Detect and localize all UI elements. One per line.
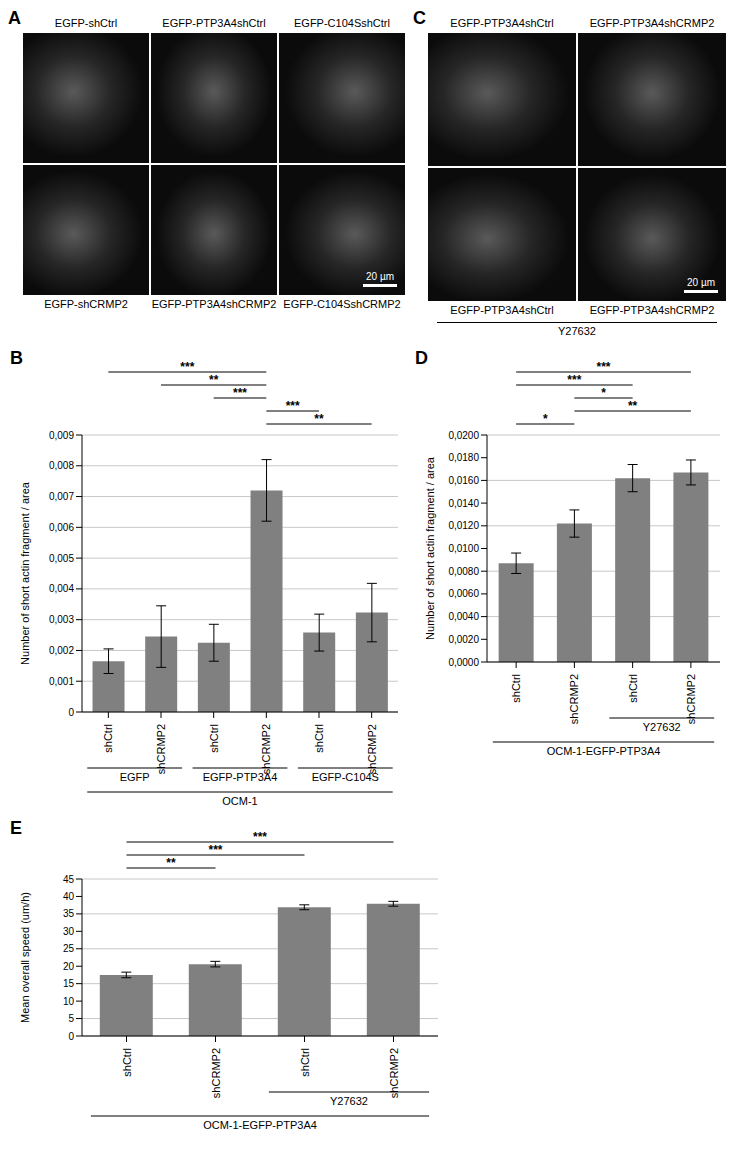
html-text:EGFP-shCRMP2: EGFP-shCRMP2 [44,298,128,310]
svg-text:***: *** [567,373,581,387]
html-text:EGFP-PTP3A4shCtrl: EGFP-PTP3A4shCtrl [450,304,554,316]
svg-text:shCtrl: shCtrl [627,674,639,703]
svg-text:shCtrl: shCtrl [208,724,220,753]
html-text:EGFP-C104SshCtrl: EGFP-C104SshCtrl [294,17,390,29]
svg-text:10: 10 [63,996,75,1007]
svg-text:E: E [10,818,22,838]
svg-text:shCtrl: shCtrl [299,1048,311,1077]
html-text:A: A [8,8,21,28]
svg-text:0,0040: 0,0040 [448,611,479,622]
svg-text:**: ** [314,412,324,426]
svg-text:0: 0 [68,707,74,718]
svg-text:**: ** [209,373,219,387]
svg-text:Mean overall speed (um/h): Mean overall speed (um/h) [19,892,31,1023]
svg-text:Y27632: Y27632 [643,721,681,733]
svg-text:shCRMP2: shCRMP2 [685,674,697,724]
svg-text:EGFP: EGFP [120,771,150,783]
svg-text:Number of short actin fragment: Number of short actin fragment / area [19,481,31,665]
svg-text:0,0100: 0,0100 [448,543,479,554]
html-text:EGFP-PTP3A4shCRMP2: EGFP-PTP3A4shCRMP2 [151,298,277,310]
svg-text:0: 0 [68,1031,74,1042]
svg-text:shCRMP2: shCRMP2 [568,674,580,724]
svg-text:shCtrl: shCtrl [313,724,325,753]
svg-text:shCRMP2: shCRMP2 [388,1048,400,1098]
html-text:EGFP-shCtrl: EGFP-shCtrl [54,17,118,29]
html-text:EGFP-C104SshCRMP2: EGFP-C104SshCRMP2 [283,298,401,310]
svg-text:0,006: 0,006 [49,522,74,533]
html-text:EGFP-PTP3A4shCRMP2: EGFP-PTP3A4shCRMP2 [589,304,715,316]
svg-text:0,002: 0,002 [49,645,74,656]
svg-text:*: * [601,386,606,400]
svg-text:Number of short actin fragment: Number of short actin fragment / area [424,456,436,640]
html-text:20 µm: 20 µm [687,277,715,288]
svg-text:***: *** [233,386,247,400]
svg-text:0,007: 0,007 [49,491,74,502]
svg-text:0,008: 0,008 [49,460,74,471]
svg-text:***: *** [253,830,267,844]
svg-text:shCtrl: shCtrl [102,724,114,753]
svg-text:0,001: 0,001 [49,676,74,687]
svg-text:B: B [10,348,23,368]
svg-text:EGFP-PTP3A4: EGFP-PTP3A4 [203,771,278,783]
svg-text:***: *** [596,360,610,374]
svg-text:OCM-1-EGFP-PTP3A4: OCM-1-EGFP-PTP3A4 [203,1119,317,1131]
svg-text:shCRMP2: shCRMP2 [210,1048,222,1098]
svg-text:***: *** [208,843,222,857]
html-text:EGFP-PTP3A4shCtrl: EGFP-PTP3A4shCtrl [162,17,266,29]
svg-text:30: 30 [63,926,75,937]
svg-text:0,003: 0,003 [49,614,74,625]
svg-text:***: *** [286,399,300,413]
svg-text:shCRMP2: shCRMP2 [155,724,167,774]
svg-text:D: D [415,348,428,368]
svg-text:*: * [543,412,548,426]
svg-text:OCM-1: OCM-1 [222,795,257,807]
html-text:20 µm: 20 µm [366,271,394,282]
svg-text:shCRMP2: shCRMP2 [260,724,272,774]
svg-text:shCRMP2: shCRMP2 [366,724,378,774]
svg-text:0,0120: 0,0120 [448,520,479,531]
svg-text:15: 15 [63,978,75,989]
svg-text:5: 5 [68,1013,74,1024]
svg-text:40: 40 [63,891,75,902]
svg-text:**: ** [628,399,638,413]
svg-text:0,0160: 0,0160 [448,475,479,486]
svg-text:0,005: 0,005 [49,553,74,564]
html-text:Y27632: Y27632 [558,325,596,337]
svg-text:0,0060: 0,0060 [448,588,479,599]
svg-text:25: 25 [63,943,75,954]
svg-text:45: 45 [63,874,75,885]
svg-text:***: *** [180,360,194,374]
svg-text:0,004: 0,004 [49,583,74,594]
svg-text:0,0180: 0,0180 [448,452,479,463]
svg-text:0,009: 0,009 [49,430,74,441]
html-text:C: C [413,8,426,28]
svg-text:**: ** [166,856,176,870]
svg-text:shCtrl: shCtrl [510,674,522,703]
svg-text:shCtrl: shCtrl [121,1048,133,1077]
svg-text:20: 20 [63,961,75,972]
svg-text:0,0020: 0,0020 [448,634,479,645]
svg-text:EGFP-C104S: EGFP-C104S [312,771,379,783]
svg-text:Y27632: Y27632 [330,1095,368,1107]
svg-text:0,0200: 0,0200 [448,430,479,441]
svg-text:0,0000: 0,0000 [448,657,479,668]
svg-text:0,0140: 0,0140 [448,498,479,509]
svg-text:0,0080: 0,0080 [448,566,479,577]
html-text:EGFP-PTP3A4shCtrl: EGFP-PTP3A4shCtrl [450,17,554,29]
svg-text:35: 35 [63,908,75,919]
svg-text:OCM-1-EGFP-PTP3A4: OCM-1-EGFP-PTP3A4 [547,745,661,757]
html-text:EGFP-PTP3A4shCRMP2: EGFP-PTP3A4shCRMP2 [589,17,715,29]
